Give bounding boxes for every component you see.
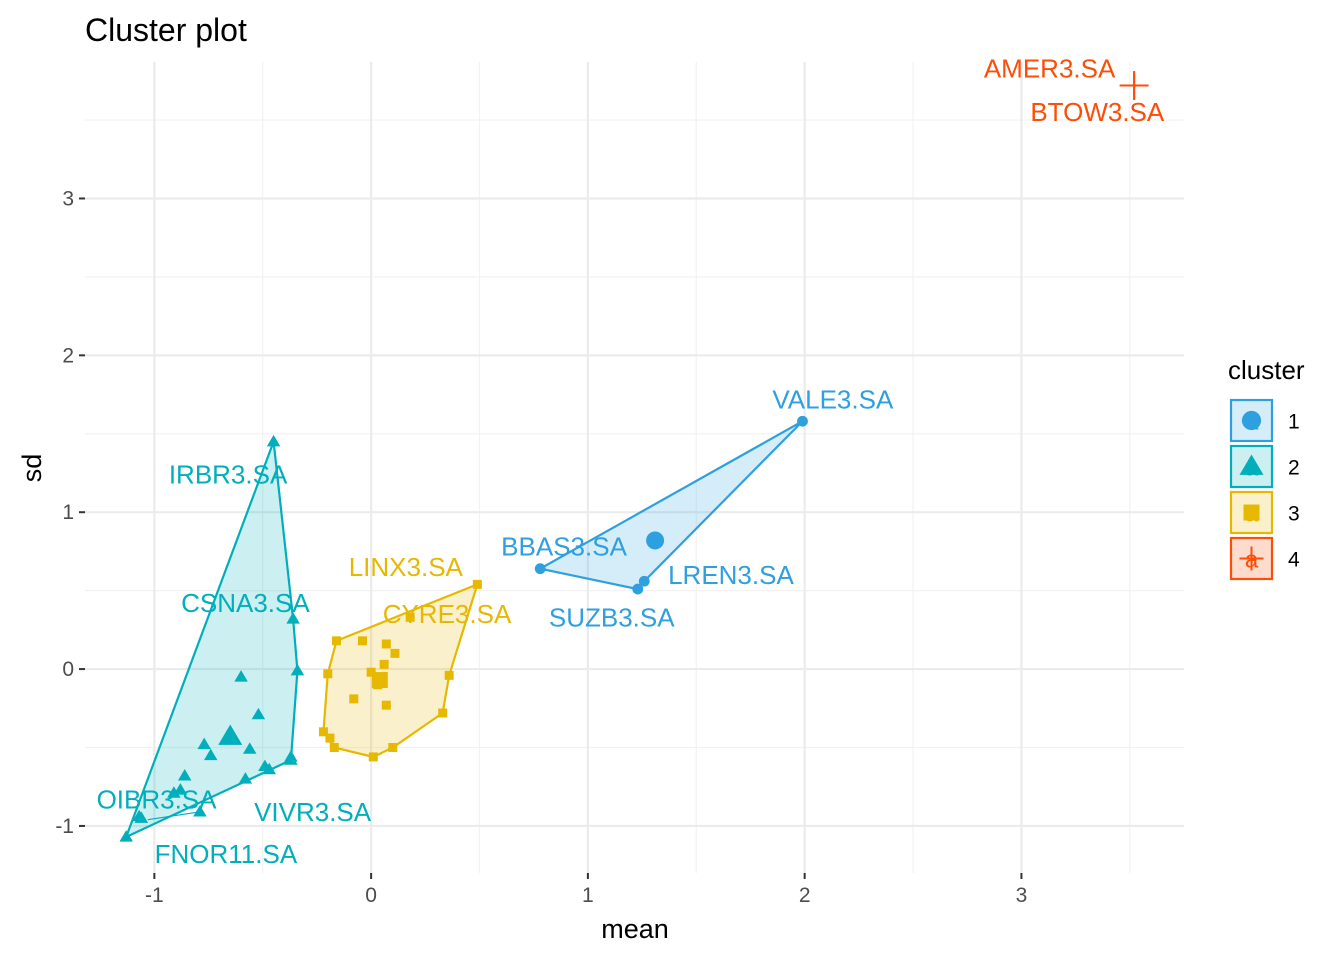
data-point-cluster-3 <box>444 670 454 680</box>
data-point-cluster-3 <box>349 694 359 704</box>
legend-label: 2 <box>1288 457 1300 480</box>
legend-key-symbol <box>1239 454 1264 475</box>
x-axis: -1 0 1 2 3 <box>145 873 1027 907</box>
y-tick-label: 1 <box>62 501 74 524</box>
data-point-cluster-2 <box>177 768 192 781</box>
x-tick-label: 2 <box>799 884 811 907</box>
data-point-cluster-2 <box>203 748 218 761</box>
data-point-cluster-3 <box>381 700 391 710</box>
point-label: LINX3.SA <box>349 552 464 582</box>
data-point-cluster-4 <box>1119 71 1149 100</box>
data-point-cluster-3 <box>368 752 378 762</box>
legend-key-glyph: a <box>1245 409 1259 436</box>
data-point-cluster-3 <box>366 667 376 677</box>
point-labels: VALE3.SA BBAS3.SA LREN3.SA SUZB3.SA IRBR3.SA… <box>97 53 1165 869</box>
legend-key-1: a <box>1229 398 1274 443</box>
point-label: VIVR3.SA <box>254 797 372 827</box>
data-point-cluster-3 <box>438 708 448 718</box>
legend-key-glyph: a <box>1245 547 1259 574</box>
chart-title: Cluster plot <box>85 12 247 48</box>
data-point-cluster-1 <box>797 415 808 427</box>
grid-major <box>85 62 1184 873</box>
data-point-cluster-2 <box>262 762 277 775</box>
legend-key-2: a <box>1229 444 1274 489</box>
point-label: CYRE3.SA <box>383 599 512 629</box>
data-point-cluster-2 <box>286 612 300 624</box>
y-tick-label: 3 <box>62 187 74 210</box>
point-label: VALE3.SA <box>772 384 894 414</box>
data-point-cluster-2 <box>193 805 207 817</box>
data-point-cluster-3 <box>331 636 341 646</box>
cluster-center-1 <box>646 531 665 550</box>
x-tick-label: 1 <box>582 884 594 907</box>
point-label: CSNA3.SA <box>181 588 310 618</box>
y-tick-label: 0 <box>62 658 74 681</box>
grid-minor <box>85 62 1184 873</box>
data-point-cluster-2 <box>119 830 133 842</box>
y-axis: -1 0 1 2 3 <box>55 187 85 838</box>
data-point-cluster-2 <box>290 663 305 676</box>
data-point-cluster-3 <box>379 659 389 669</box>
data-point-cluster-1 <box>534 563 546 575</box>
point-label: SUZB3.SA <box>549 602 675 632</box>
y-tick-label: -1 <box>55 815 74 838</box>
legend-key-box <box>1229 490 1274 535</box>
y-axis-title: sd <box>17 454 47 483</box>
y-tick-label: 2 <box>62 344 74 367</box>
x-tick-label: 0 <box>365 884 377 907</box>
data-point-cluster-3 <box>381 639 391 649</box>
data-point-cluster-2 <box>284 753 298 765</box>
data-points <box>119 71 1149 842</box>
point-label: FNOR11.SA <box>155 839 298 869</box>
data-point-cluster-1 <box>638 575 650 587</box>
data-point-cluster-2 <box>132 809 146 822</box>
cluster-centers <box>218 531 665 745</box>
data-point-cluster-3 <box>388 743 398 753</box>
data-point-cluster-2 <box>251 707 266 720</box>
label-leaders <box>147 811 200 821</box>
data-point-cluster-3 <box>472 579 482 589</box>
data-point-cluster-2 <box>167 786 181 798</box>
cluster-hull-2 <box>124 441 299 840</box>
data-point-cluster-2 <box>242 742 257 754</box>
legend-label: 1 <box>1288 411 1300 434</box>
point-label: IRBR3.SA <box>169 460 288 490</box>
legend-key-symbol <box>1239 546 1264 571</box>
point-label: LREN3.SA <box>668 560 794 590</box>
legend-key-symbol <box>1243 504 1260 521</box>
label-leader-line <box>147 811 200 821</box>
legend: cluster a 1 a 2 a 3 a 4 <box>1228 355 1305 581</box>
x-tick-label: -1 <box>145 884 164 907</box>
cluster-center-2 <box>218 724 243 745</box>
legend-label: 3 <box>1288 503 1300 526</box>
data-point-cluster-2 <box>197 737 211 750</box>
data-point-cluster-1 <box>632 583 644 595</box>
point-label: BTOW3.SA <box>1030 97 1165 127</box>
legend-key-glyph: a <box>1245 501 1259 528</box>
legend-label: 4 <box>1288 549 1300 572</box>
cluster-center-3 <box>371 672 388 689</box>
legend-key-glyph: a <box>1245 455 1259 482</box>
legend-title: cluster <box>1228 355 1305 385</box>
data-point-cluster-2 <box>234 670 248 682</box>
x-tick-label: 3 <box>1016 884 1028 907</box>
data-point-cluster-2 <box>266 434 281 447</box>
data-point-cluster-3 <box>405 612 415 622</box>
data-point-cluster-3 <box>318 727 328 737</box>
point-label: AMER3.SA <box>984 53 1116 83</box>
legend-key-symbol <box>1241 410 1262 431</box>
data-point-cluster-3 <box>323 669 333 679</box>
data-point-cluster-3 <box>357 636 367 646</box>
point-label: BBAS3.SA <box>501 532 627 562</box>
point-label: OIBR3.SA <box>97 784 218 814</box>
legend-key-3: a <box>1229 490 1274 535</box>
x-axis-title: mean <box>601 914 669 944</box>
data-point-cluster-3 <box>325 733 335 743</box>
data-point-cluster-2 <box>238 772 253 784</box>
legend-key-4: a <box>1229 536 1274 581</box>
data-point-cluster-3 <box>329 743 339 753</box>
data-point-cluster-3 <box>390 648 400 658</box>
